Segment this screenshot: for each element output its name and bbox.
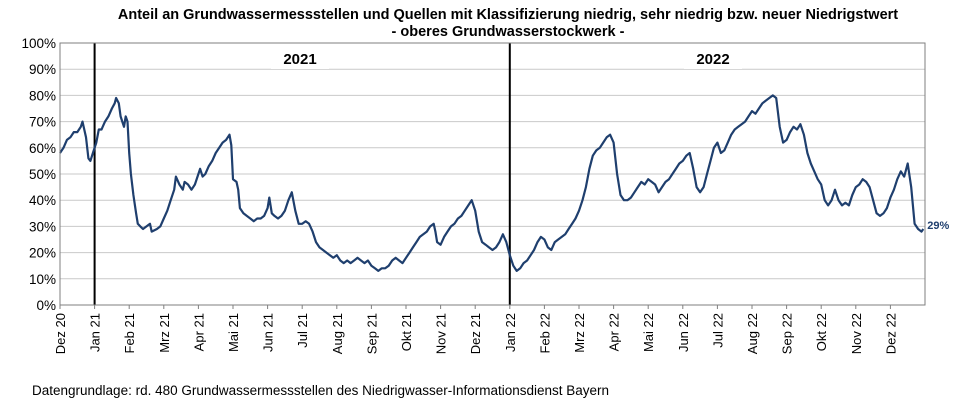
chart-title: Anteil an Grundwassermessstellen und Que… — [118, 7, 898, 23]
x-tick-label: Feb 21 — [122, 313, 137, 353]
end-value-label: 29% — [927, 220, 949, 232]
x-tick-label: Mrz 21 — [157, 313, 172, 353]
y-tick-label: 10% — [29, 272, 56, 287]
x-tick-label: Sep 22 — [780, 313, 795, 354]
x-tick-label: Jul 22 — [710, 313, 725, 348]
y-tick-label: 80% — [29, 88, 56, 103]
series-group — [59, 94, 925, 272]
x-tick-label: Sep 21 — [364, 313, 379, 354]
x-tick-label: Jul 21 — [295, 313, 310, 348]
y-tick-label: 50% — [29, 167, 56, 182]
x-axis-ticks: Dez 20 Jan 21 Feb 21 Mrz 21 Apr 21 Mai 21 Jun … — [53, 305, 898, 354]
year-label: 2022 — [696, 51, 729, 68]
x-tick-label: Apr 22 — [607, 313, 622, 351]
y-axis-ticks: 0% 10% 20% 30% 40% 50% 60% 70% 80% 90% 100% — [21, 36, 56, 313]
plot-area-frame — [59, 42, 926, 306]
y-tick-label: 90% — [29, 62, 56, 77]
x-tick-label: Aug 22 — [745, 313, 760, 354]
data-source-note: Datengrundlage: rd. 480 Grundwassermesss… — [32, 383, 609, 398]
y-tick-label: 30% — [29, 219, 56, 234]
x-tick-label: Mrz 22 — [572, 313, 587, 353]
x-tick-label: Jan 21 — [88, 313, 103, 352]
year-markers: 2021 2022 — [93, 43, 742, 305]
x-tick-label: Jan 22 — [503, 313, 518, 352]
year-label-background — [684, 47, 742, 69]
x-tick-label: Mai 21 — [226, 313, 241, 352]
y-tick-label: 40% — [29, 193, 56, 208]
x-tick-label: Dez 21 — [468, 313, 483, 354]
x-tick-label: Jun 21 — [261, 313, 276, 352]
year-label: 2021 — [283, 51, 316, 68]
gridlines — [60, 42, 925, 306]
x-tick-label: Dez 22 — [883, 313, 898, 354]
y-tick-label: 100% — [21, 36, 56, 51]
x-tick-label: Jun 22 — [676, 313, 691, 352]
series-line — [59, 94, 925, 272]
y-tick-label: 70% — [29, 115, 56, 130]
x-tick-label: Feb 22 — [537, 313, 552, 353]
x-tick-label: Okt 22 — [814, 313, 829, 351]
x-tick-label: Mai 22 — [641, 313, 656, 352]
x-tick-label: Okt 21 — [399, 313, 414, 351]
y-tick-label: 0% — [36, 298, 56, 313]
y-tick-label: 20% — [29, 246, 56, 261]
x-tick-label: Aug 21 — [330, 313, 345, 354]
chart-subtitle: - oberes Grundwasserstockwerk - — [392, 24, 625, 40]
x-tick-label: Nov 22 — [849, 313, 864, 354]
y-tick-label: 60% — [29, 141, 56, 156]
x-tick-label: Nov 21 — [434, 313, 449, 354]
x-tick-label: Apr 21 — [191, 313, 206, 351]
year-label-background — [271, 47, 329, 69]
x-tick-label: Dez 20 — [53, 313, 68, 354]
